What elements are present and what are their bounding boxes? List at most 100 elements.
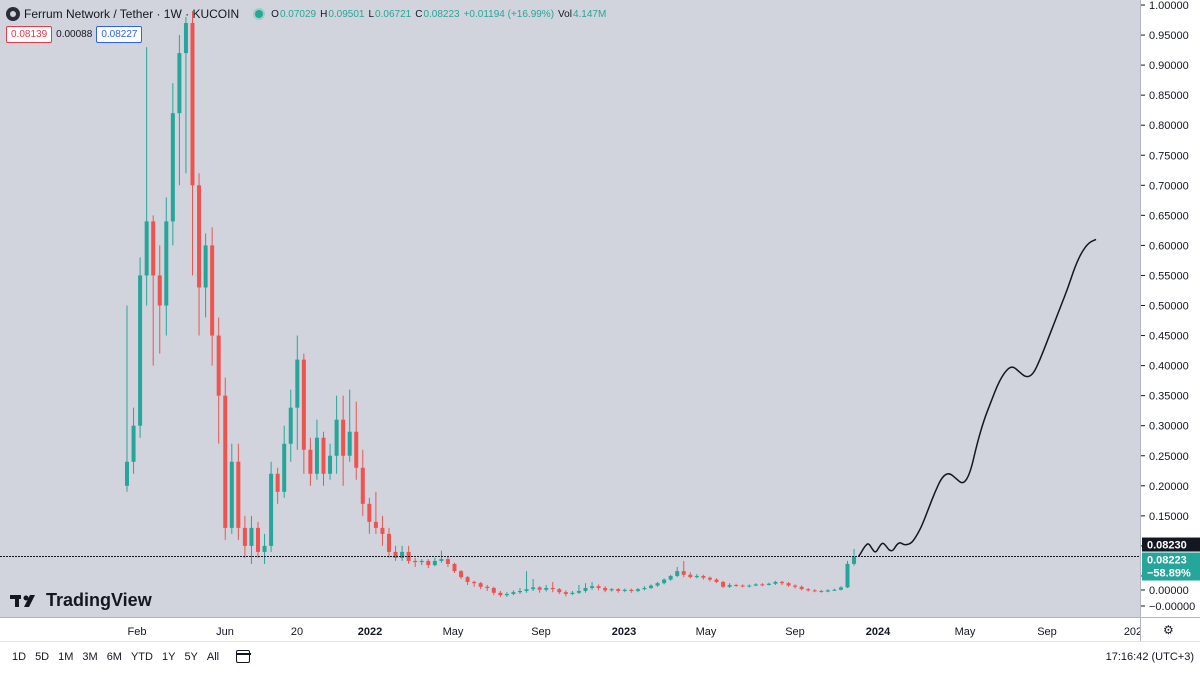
candle-body: [773, 581, 778, 584]
candle: [550, 581, 555, 593]
candle-body: [459, 571, 464, 578]
candle-body: [793, 585, 798, 587]
candle: [766, 582, 771, 586]
watermark-text: TradingView: [46, 590, 152, 610]
candle: [793, 584, 798, 589]
candle: [393, 545, 398, 561]
candle-body: [596, 586, 601, 588]
time-tick-label: May: [955, 626, 976, 638]
date-range-calendar-icon[interactable]: [235, 650, 251, 663]
candle: [491, 586, 496, 596]
crosshair-price-label: 0.08230: [1147, 540, 1187, 552]
candle: [721, 580, 726, 588]
candle: [445, 556, 450, 567]
candle: [740, 584, 745, 588]
candle-body: [812, 590, 817, 592]
timeframe-all[interactable]: All: [206, 650, 220, 663]
candle-body: [144, 221, 149, 276]
candle: [452, 562, 457, 573]
candle: [576, 584, 581, 594]
candle: [157, 245, 162, 354]
candle-body: [301, 359, 306, 450]
timeframe-ytd[interactable]: YTD: [130, 650, 153, 663]
candle-body: [766, 583, 771, 585]
price-tick-label: 0.65000: [1149, 210, 1189, 222]
candle-body: [701, 575, 706, 578]
candle: [832, 588, 837, 591]
tradingview-watermark[interactable]: TradingView: [10, 590, 152, 611]
candle-body: [439, 559, 444, 561]
candle-body: [190, 23, 195, 186]
candle: [478, 581, 483, 590]
candle: [367, 497, 372, 534]
market-status-icon[interactable]: [255, 10, 264, 18]
candle: [524, 571, 529, 593]
candle-body: [151, 221, 156, 276]
candle: [354, 401, 359, 480]
candle: [170, 83, 175, 246]
candle-body: [694, 575, 699, 578]
projection-curve[interactable]: [857, 238, 1097, 557]
candle: [609, 587, 614, 592]
timeframe-3m[interactable]: 3M: [82, 650, 98, 663]
time-tick-label: May: [696, 626, 717, 638]
candle: [675, 566, 680, 578]
buy-price-button[interactable]: 0.08227: [96, 26, 143, 43]
candle: [229, 443, 234, 534]
candle-body: [747, 585, 752, 587]
sell-price-button[interactable]: 0.08139: [6, 26, 53, 43]
candle-body: [131, 425, 136, 462]
timeframe-1y[interactable]: 1Y: [161, 650, 176, 663]
settings-gear-icon[interactable]: ⚙: [1163, 623, 1174, 637]
candle-body: [838, 587, 843, 590]
candle: [838, 586, 843, 591]
candle: [590, 581, 595, 590]
candle-body: [537, 587, 542, 590]
timeframe-1d[interactable]: 1D: [12, 650, 27, 663]
candle: [314, 419, 319, 480]
candle-body: [308, 449, 313, 474]
timeframe-5y[interactable]: 5Y: [184, 650, 198, 663]
candle-body: [170, 113, 175, 222]
price-tick-label: 0.40000: [1149, 361, 1189, 373]
candle: [400, 545, 405, 561]
price-tick-label: 0.20000: [1149, 481, 1189, 493]
timeframe-5d[interactable]: 5D: [35, 650, 50, 663]
candle-body: [452, 563, 457, 572]
candle: [531, 578, 536, 591]
timeframe-6m[interactable]: 6M: [106, 650, 122, 663]
candle: [504, 592, 509, 597]
last-price-box: [1142, 552, 1200, 581]
candle: [249, 515, 254, 564]
candle: [236, 443, 241, 540]
candle: [432, 557, 437, 567]
candle-body: [236, 461, 241, 528]
price-tick-label: 0.35000: [1149, 391, 1189, 403]
candle: [485, 584, 490, 591]
candle-body: [125, 461, 129, 486]
time-axis-ticks: Feb Jun 20 2022 May Sep 2023 May Sep 2024 May Sep 20…: [128, 626, 1143, 638]
candle: [662, 578, 667, 585]
candle-body: [197, 185, 202, 288]
candle: [406, 545, 411, 564]
timeframe-1m[interactable]: 1M: [58, 650, 74, 663]
price-tick-label: 0.15000: [1149, 511, 1189, 523]
candle-body: [472, 581, 477, 584]
candle-body: [518, 590, 522, 593]
price-plot[interactable]: [0, 0, 1140, 617]
time-tick-label: Jun: [216, 626, 234, 638]
ohlc-high: H0.09501: [320, 8, 365, 20]
candle: [197, 173, 202, 336]
time-axis[interactable]: Feb Jun 20 2022 May Sep 2023 May Sep 2024 May Sep 20…: [0, 617, 1143, 641]
candle-body: [138, 275, 143, 426]
symbol-legend: Ferrum Network / Tether · 1W · KUCOIN O0…: [6, 6, 610, 22]
candle-body: [852, 556, 857, 564]
candle-body: [609, 589, 614, 591]
candle-body: [229, 461, 234, 528]
price-tick-label: 0.85000: [1149, 90, 1189, 102]
symbol-title[interactable]: Ferrum Network / Tether · 1W · KUCOIN: [24, 7, 240, 21]
chart-pane[interactable]: Ferrum Network / Tether · 1W · KUCOIN O0…: [0, 0, 1140, 617]
price-axis[interactable]: 1.00000 0.95000 0.90000 0.85000 0.80000 0.750…: [1140, 0, 1200, 617]
clock-timezone[interactable]: 17:16:42 (UTC+3): [1105, 651, 1194, 663]
candle-body: [681, 571, 686, 575]
